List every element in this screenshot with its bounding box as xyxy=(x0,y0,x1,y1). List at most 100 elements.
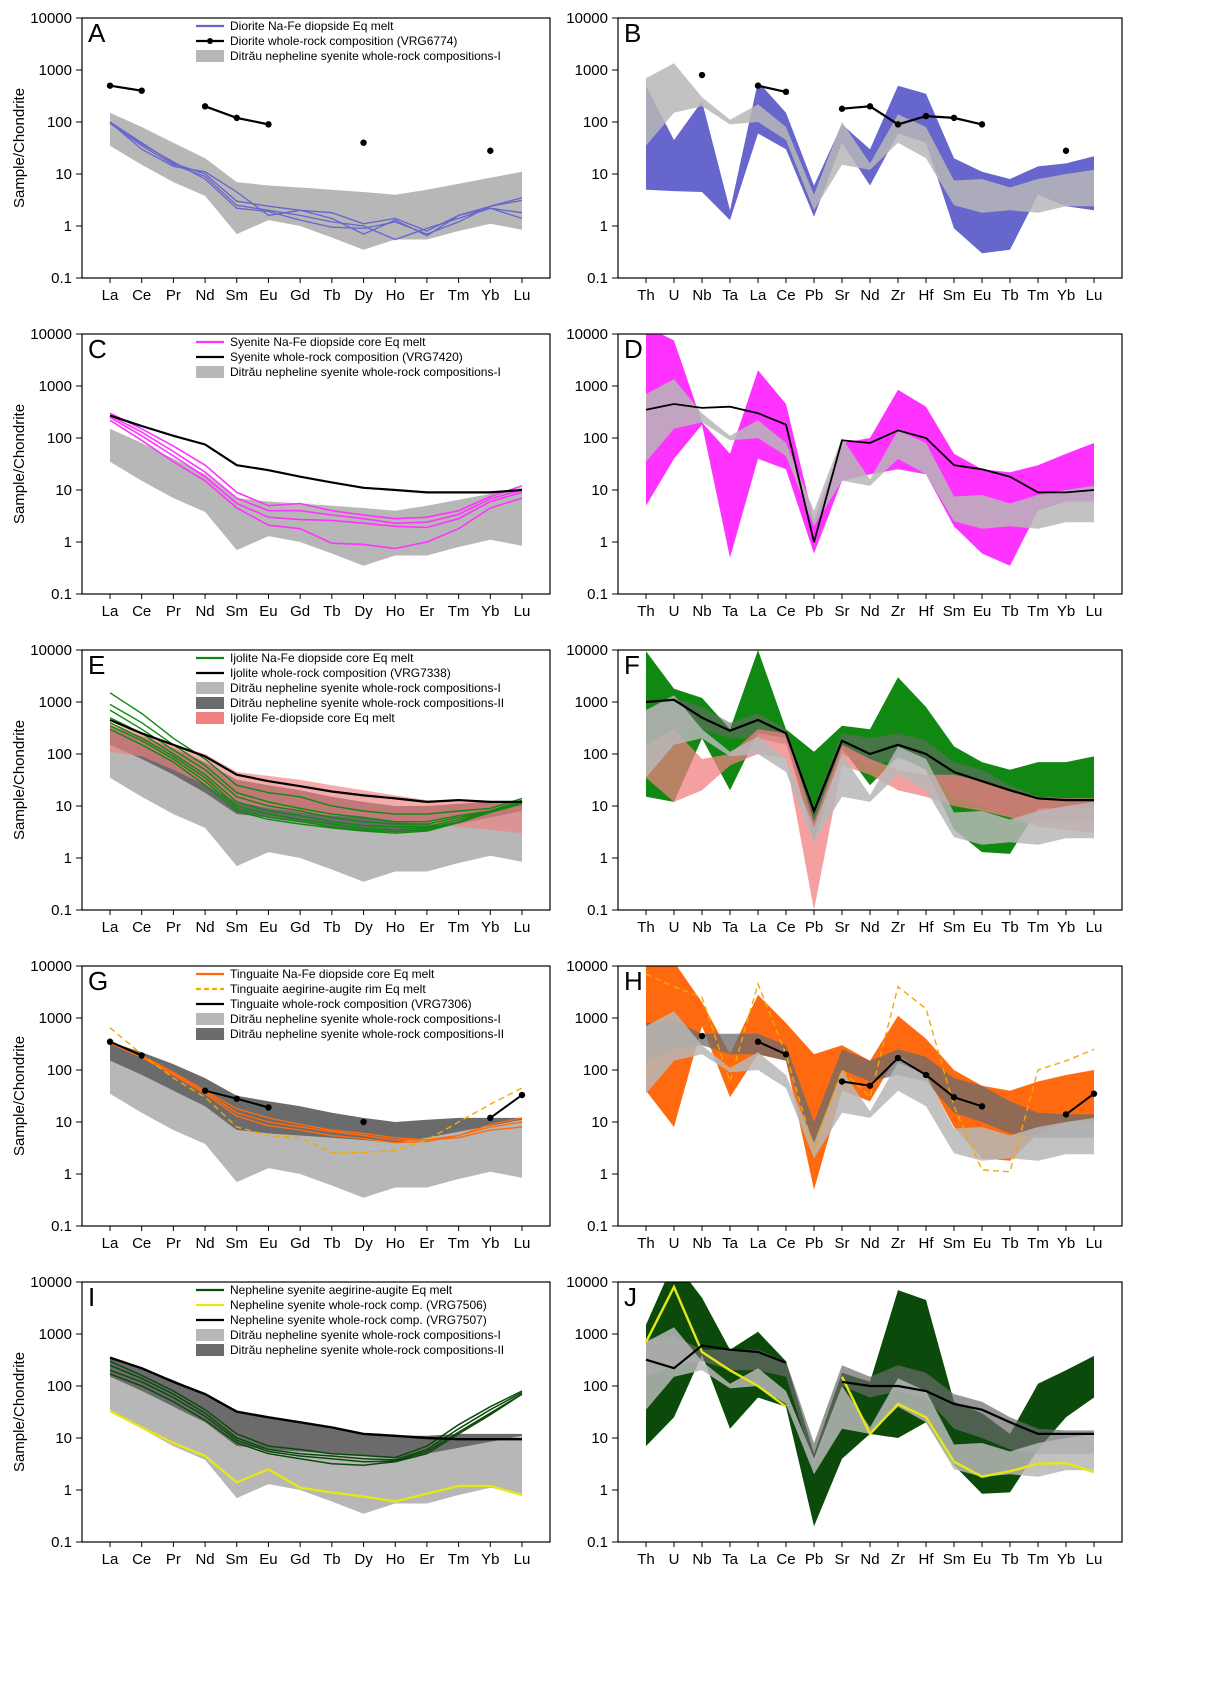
x-tick-label-Dy: Dy xyxy=(354,1235,373,1252)
y-tick-label: 100 xyxy=(47,114,72,131)
whole-rock-point xyxy=(838,1078,846,1085)
plot-area-G xyxy=(106,1027,526,1198)
whole-rock-line xyxy=(645,1344,787,1370)
whole-rock-point xyxy=(138,87,145,94)
legend-label: Tinguaite aegirine-augite rim Eq melt xyxy=(230,982,426,996)
x-tick-label-Eu: Eu xyxy=(973,919,991,936)
x-tick-label-Nd: Nd xyxy=(860,919,879,936)
whole-rock-line xyxy=(109,718,522,804)
x-tick-label-Yb: Yb xyxy=(1057,287,1075,304)
x-tick-label-Yb: Yb xyxy=(1057,919,1075,936)
whole-rock-line xyxy=(489,1094,523,1119)
plot-frame xyxy=(81,965,551,1227)
series-line-magenta xyxy=(109,416,523,529)
legend-label: Tinguaite Na-Fe diopside core Eq melt xyxy=(230,967,435,981)
x-tick-label-Nb: Nb xyxy=(692,603,711,620)
whole-rock-line xyxy=(841,1056,983,1108)
panel-letter: H xyxy=(624,966,643,996)
x-tick-label-Er: Er xyxy=(419,1235,434,1252)
x-tick-label-La: La xyxy=(102,603,119,620)
whole-rock-point xyxy=(782,88,790,96)
x-tick-label-Ho: Ho xyxy=(386,287,405,304)
x-tick-label-Eu: Eu xyxy=(973,1235,991,1252)
y-tick-label: 0.1 xyxy=(51,902,72,919)
band-grayI xyxy=(110,744,522,882)
x-tick-label-Hf: Hf xyxy=(919,287,935,304)
x-tick-label-Ce: Ce xyxy=(132,287,151,304)
legend-dot xyxy=(207,38,213,44)
x-tick-label-La: La xyxy=(750,1235,767,1252)
x-tick-label-Nd: Nd xyxy=(860,1551,879,1568)
whole-rock-point xyxy=(360,139,367,146)
x-tick-label-Er: Er xyxy=(419,287,434,304)
legend-swatch xyxy=(196,50,224,62)
plot-area-E xyxy=(109,692,523,882)
panel-A: 10000 1000 100 10 1 0.1 La Ce Pr Nd Sm Eu Gd Tb Dy Ho Er… xyxy=(11,10,551,304)
x-tick-label-Lu: Lu xyxy=(1086,1551,1103,1568)
whole-rock-point xyxy=(138,1052,145,1059)
y-tick-label: 100 xyxy=(583,430,608,447)
y-tick-label: 0.1 xyxy=(587,1534,608,1551)
whole-rock-point xyxy=(518,1091,526,1099)
x-tick-label-Nd: Nd xyxy=(195,1235,214,1252)
x-tick-label-Ce: Ce xyxy=(132,603,151,620)
whole-rock-point xyxy=(754,1038,762,1045)
whole-rock-point xyxy=(360,1118,367,1126)
legend-swatch xyxy=(196,1344,224,1356)
x-tick-label-Sm: Sm xyxy=(226,1551,249,1568)
y-tick-label: 10 xyxy=(591,482,608,499)
x-tick-label-Ce: Ce xyxy=(776,919,795,936)
x-tick-label-Er: Er xyxy=(419,1551,434,1568)
x-tick-label-La: La xyxy=(102,287,119,304)
x-tick-label-Pr: Pr xyxy=(166,1551,181,1568)
x-tick-label-Ta: Ta xyxy=(722,919,739,936)
legend-label: Ditrău nepheline syenite whole-rock comp… xyxy=(230,365,501,379)
legend-label: Ijolite Na-Fe diopside core Eq melt xyxy=(230,651,414,665)
y-tick-label: 100 xyxy=(47,430,72,447)
panel-G: 10000 1000 100 10 1 0.1 La Ce Pr Nd Sm Eu Gd Tb Dy Ho Er… xyxy=(11,958,551,1252)
series-line-green xyxy=(109,692,523,815)
legend-label: Ditrău nepheline syenite whole-rock comp… xyxy=(230,696,504,710)
x-tick-label-Ce: Ce xyxy=(132,1235,151,1252)
y-tick-label: 10000 xyxy=(566,958,608,975)
x-tick-label-Ho: Ho xyxy=(386,1551,405,1568)
x-tick-label-Gd: Gd xyxy=(290,1551,310,1568)
y-tick-label: 100 xyxy=(47,746,72,763)
series-line-orange xyxy=(109,1041,523,1141)
y-tick-label: 10 xyxy=(55,798,72,815)
x-tick-label-Eu: Eu xyxy=(259,603,277,620)
whole-rock-line xyxy=(757,1040,787,1056)
x-tick-label-Yb: Yb xyxy=(481,1551,499,1568)
x-tick-label-Sm: Sm xyxy=(943,603,966,620)
whole-rock-point xyxy=(1062,147,1070,154)
x-tick-label-Ce: Ce xyxy=(776,603,795,620)
x-tick-label-Dy: Dy xyxy=(354,919,373,936)
x-tick-label-Nb: Nb xyxy=(692,919,711,936)
x-tick-label-Tb: Tb xyxy=(1001,919,1019,936)
band-grayI xyxy=(110,1376,522,1514)
y-tick-label: 0.1 xyxy=(51,270,72,287)
y-tick-label: 100 xyxy=(583,746,608,763)
plot-area-D xyxy=(645,334,1095,566)
whole-rock-line xyxy=(645,698,1094,815)
x-tick-label-Tm: Tm xyxy=(1027,603,1049,620)
panel-D: 10000 1000 100 10 1 0.1 Th U Nb Ta La Ce Pb Sr Nd Zr Hf S… xyxy=(566,326,1123,620)
y-tick-label: 1000 xyxy=(39,62,72,79)
x-tick-label-Pr: Pr xyxy=(166,603,181,620)
legend-swatch xyxy=(196,1329,224,1341)
whole-rock-line xyxy=(109,1409,523,1503)
y-tick-label: 1000 xyxy=(575,694,608,711)
panel-H: 10000 1000 100 10 1 0.1 Th U Nb Ta La Ce Pb Sr Nd Zr Hf S… xyxy=(566,958,1123,1252)
x-tick-label-Dy: Dy xyxy=(354,287,373,304)
legend-swatch xyxy=(196,1028,224,1040)
x-tick-label-Ce: Ce xyxy=(776,1551,795,1568)
x-tick-label-Sr: Sr xyxy=(835,1551,850,1568)
y-tick-label: 10 xyxy=(55,1430,72,1447)
x-tick-label-Pr: Pr xyxy=(166,919,181,936)
y-tick-label: 0.1 xyxy=(587,270,608,287)
x-tick-label-Hf: Hf xyxy=(919,919,935,936)
x-tick-label-Zr: Zr xyxy=(891,919,905,936)
band-grayI xyxy=(110,1060,522,1198)
x-tick-label-Ce: Ce xyxy=(132,1551,151,1568)
